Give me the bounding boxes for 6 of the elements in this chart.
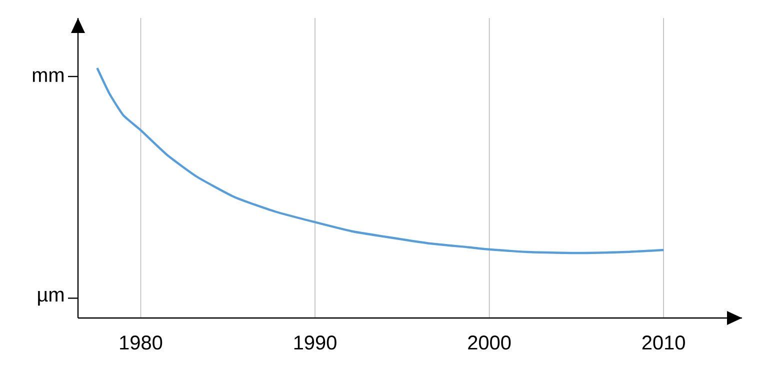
x-tick-label: 1980: [120, 336, 162, 350]
text: µm: [38, 290, 64, 306]
x-tick-label: 1990: [294, 336, 336, 350]
x-tick-label: 2010: [642, 336, 685, 350]
text: mm: [32, 71, 64, 82]
x-tick-label: 2000: [468, 336, 511, 350]
